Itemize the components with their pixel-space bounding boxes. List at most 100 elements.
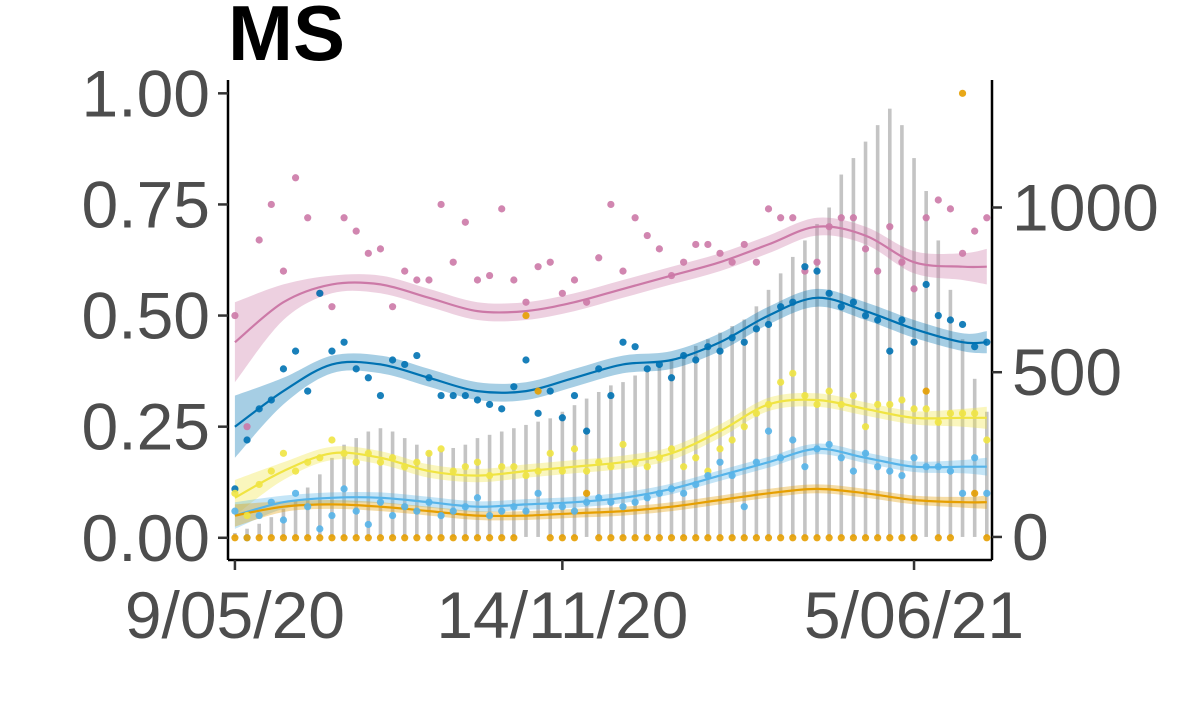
data-point <box>643 365 651 373</box>
data-point <box>401 503 409 511</box>
count-bar <box>354 438 358 537</box>
data-point <box>764 205 773 213</box>
data-point <box>583 467 591 475</box>
data-point <box>971 454 979 462</box>
data-point <box>498 534 506 542</box>
count-bar <box>548 418 553 537</box>
data-point <box>789 214 797 222</box>
data-point <box>376 245 385 253</box>
data-point <box>376 458 385 466</box>
data-point <box>328 436 336 444</box>
data-point <box>437 391 445 400</box>
data-point <box>752 458 760 466</box>
data-point <box>595 458 603 466</box>
data-point <box>680 258 688 266</box>
data-point <box>558 503 566 511</box>
data-point <box>728 334 736 342</box>
count-bar <box>245 528 249 537</box>
data-point <box>958 249 967 257</box>
data-point <box>752 534 760 542</box>
data-point <box>546 534 554 542</box>
data-point <box>304 534 312 542</box>
data-point <box>607 498 615 506</box>
data-point <box>777 214 785 222</box>
data-point <box>607 200 615 209</box>
data-point <box>376 534 385 542</box>
data-point <box>716 445 724 453</box>
count-bar <box>415 444 419 537</box>
data-point <box>971 489 979 497</box>
data-point <box>728 534 736 542</box>
data-point <box>583 498 591 506</box>
data-point <box>655 489 663 497</box>
data-point <box>267 467 275 475</box>
data-point <box>473 494 482 502</box>
data-point <box>886 534 894 542</box>
smooth-line <box>234 225 987 344</box>
data-point <box>874 316 882 324</box>
data-point <box>813 267 821 275</box>
data-point <box>231 311 239 320</box>
count-bar <box>293 500 298 537</box>
data-point <box>498 405 506 413</box>
y-right-tick-label: 500 <box>1012 335 1122 409</box>
data-point <box>498 507 506 515</box>
data-point <box>752 258 760 266</box>
data-point <box>825 289 833 297</box>
count-bar <box>851 158 856 537</box>
smooth-line <box>234 447 987 517</box>
count-bar <box>402 438 407 537</box>
data-point <box>522 298 530 306</box>
data-point <box>631 343 639 351</box>
data-point <box>340 338 348 346</box>
data-point <box>789 534 797 542</box>
data-point <box>291 489 300 497</box>
data-point <box>983 338 991 346</box>
data-point <box>837 534 845 542</box>
count-bar <box>681 352 686 537</box>
data-point <box>473 458 482 466</box>
data-point <box>340 485 348 493</box>
data-point <box>825 440 833 449</box>
count-bar <box>815 223 819 537</box>
data-point <box>595 534 603 542</box>
data-point <box>946 316 955 324</box>
data-point <box>546 503 554 511</box>
data-point <box>813 258 821 266</box>
data-point <box>401 267 409 275</box>
data-point <box>898 396 906 404</box>
data-point <box>692 356 700 364</box>
count-bar <box>524 424 528 537</box>
x-tick-label: 9/05/20 <box>125 578 345 652</box>
data-point <box>704 534 712 542</box>
data-point <box>946 467 955 475</box>
data-point <box>716 458 724 466</box>
data-point <box>716 347 724 355</box>
count-bar <box>609 385 613 537</box>
y-left-tick-label: 0.00 <box>82 501 210 575</box>
data-point <box>922 405 930 413</box>
data-point <box>255 511 263 520</box>
x-tick-label: 5/06/21 <box>804 578 1024 652</box>
data-point <box>764 320 773 329</box>
count-bar <box>257 523 261 537</box>
data-point <box>619 338 627 346</box>
data-point <box>558 414 566 422</box>
data-point <box>946 409 955 417</box>
data-point <box>849 391 858 400</box>
data-point <box>716 534 724 542</box>
count-bar <box>378 428 383 537</box>
data-point <box>837 400 845 409</box>
count-bar <box>875 125 880 537</box>
data-point <box>461 534 469 542</box>
data-point <box>983 489 991 497</box>
data-point <box>631 458 639 466</box>
data-point <box>825 223 833 231</box>
data-point <box>546 258 554 266</box>
count-bar <box>887 108 892 537</box>
data-point <box>243 511 251 520</box>
count-bar <box>754 306 759 537</box>
data-point <box>886 223 894 231</box>
data-point <box>898 471 906 480</box>
data-point <box>570 276 579 284</box>
